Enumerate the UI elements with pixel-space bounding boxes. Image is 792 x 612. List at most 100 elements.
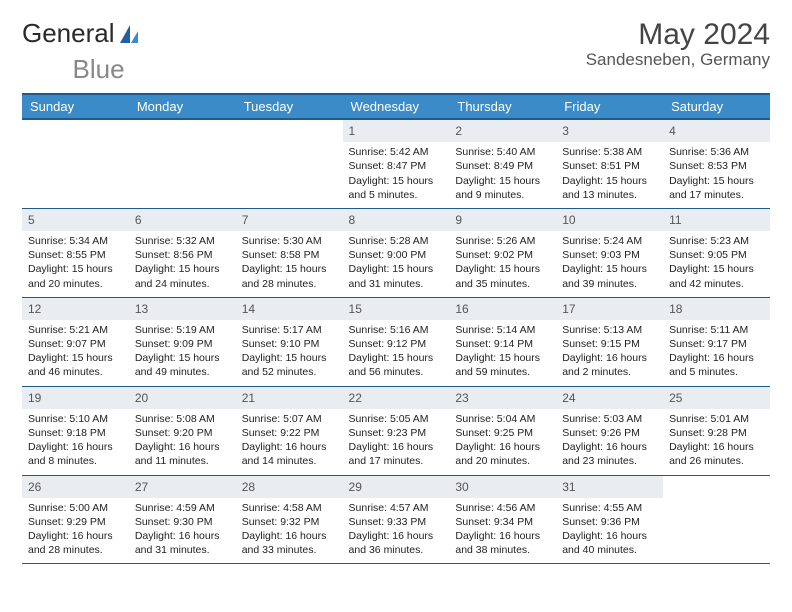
day-body: Sunrise: 5:19 AMSunset: 9:09 PMDaylight:… — [129, 320, 236, 386]
sunset-line: Sunset: 9:25 PM — [455, 426, 550, 440]
calendar-cell: 9Sunrise: 5:26 AMSunset: 9:02 PMDaylight… — [449, 208, 556, 297]
sunset-line: Sunset: 9:05 PM — [669, 248, 764, 262]
day-number: 16 — [449, 298, 556, 320]
location-label: Sandesneben, Germany — [586, 50, 770, 70]
day-body: Sunrise: 5:16 AMSunset: 9:12 PMDaylight:… — [343, 320, 450, 386]
calendar-cell: 21Sunrise: 5:07 AMSunset: 9:22 PMDayligh… — [236, 386, 343, 475]
calendar-cell: 23Sunrise: 5:04 AMSunset: 9:25 PMDayligh… — [449, 386, 556, 475]
sunrise-line: Sunrise: 5:34 AM — [28, 234, 123, 248]
day-body: Sunrise: 5:42 AMSunset: 8:47 PMDaylight:… — [343, 142, 450, 208]
sunrise-line: Sunrise: 5:17 AM — [242, 323, 337, 337]
day-number: 7 — [236, 209, 343, 231]
calendar-cell — [22, 119, 129, 208]
day-number: 6 — [129, 209, 236, 231]
sunrise-line: Sunrise: 5:23 AM — [669, 234, 764, 248]
day-number: 26 — [22, 476, 129, 498]
sunset-line: Sunset: 8:47 PM — [349, 159, 444, 173]
day-number: 10 — [556, 209, 663, 231]
day-body: Sunrise: 5:10 AMSunset: 9:18 PMDaylight:… — [22, 409, 129, 475]
sunrise-line: Sunrise: 4:58 AM — [242, 501, 337, 515]
calendar-cell: 13Sunrise: 5:19 AMSunset: 9:09 PMDayligh… — [129, 297, 236, 386]
sunset-line: Sunset: 9:17 PM — [669, 337, 764, 351]
sunrise-line: Sunrise: 5:03 AM — [562, 412, 657, 426]
calendar-week-row: 26Sunrise: 5:00 AMSunset: 9:29 PMDayligh… — [22, 475, 770, 564]
daylight-line: Daylight: 15 hours and 24 minutes. — [135, 262, 230, 290]
sunrise-line: Sunrise: 5:28 AM — [349, 234, 444, 248]
daylight-line: Daylight: 16 hours and 31 minutes. — [135, 529, 230, 557]
day-body: Sunrise: 5:17 AMSunset: 9:10 PMDaylight:… — [236, 320, 343, 386]
day-body: Sunrise: 5:13 AMSunset: 9:15 PMDaylight:… — [556, 320, 663, 386]
day-body: Sunrise: 5:36 AMSunset: 8:53 PMDaylight:… — [663, 142, 770, 208]
day-number: 23 — [449, 387, 556, 409]
day-number: 15 — [343, 298, 450, 320]
sunset-line: Sunset: 9:20 PM — [135, 426, 230, 440]
day-number: 11 — [663, 209, 770, 231]
sunset-line: Sunset: 9:23 PM — [349, 426, 444, 440]
sunrise-line: Sunrise: 5:04 AM — [455, 412, 550, 426]
sunset-line: Sunset: 8:53 PM — [669, 159, 764, 173]
sunset-line: Sunset: 8:55 PM — [28, 248, 123, 262]
daylight-line: Daylight: 16 hours and 33 minutes. — [242, 529, 337, 557]
daylight-line: Daylight: 16 hours and 28 minutes. — [28, 529, 123, 557]
day-number: 25 — [663, 387, 770, 409]
calendar-cell: 24Sunrise: 5:03 AMSunset: 9:26 PMDayligh… — [556, 386, 663, 475]
day-body: Sunrise: 5:00 AMSunset: 9:29 PMDaylight:… — [22, 498, 129, 564]
sunrise-line: Sunrise: 4:55 AM — [562, 501, 657, 515]
sunrise-line: Sunrise: 5:21 AM — [28, 323, 123, 337]
daylight-line: Daylight: 16 hours and 36 minutes. — [349, 529, 444, 557]
sunrise-line: Sunrise: 5:19 AM — [135, 323, 230, 337]
sunset-line: Sunset: 9:36 PM — [562, 515, 657, 529]
day-body: Sunrise: 5:21 AMSunset: 9:07 PMDaylight:… — [22, 320, 129, 386]
day-header: Saturday — [663, 94, 770, 119]
calendar-cell: 16Sunrise: 5:14 AMSunset: 9:14 PMDayligh… — [449, 297, 556, 386]
day-number: 21 — [236, 387, 343, 409]
calendar-cell: 26Sunrise: 5:00 AMSunset: 9:29 PMDayligh… — [22, 475, 129, 564]
sunrise-line: Sunrise: 4:56 AM — [455, 501, 550, 515]
calendar-cell: 3Sunrise: 5:38 AMSunset: 8:51 PMDaylight… — [556, 119, 663, 208]
day-number: 5 — [22, 209, 129, 231]
sunset-line: Sunset: 9:10 PM — [242, 337, 337, 351]
daylight-line: Daylight: 16 hours and 14 minutes. — [242, 440, 337, 468]
sunset-line: Sunset: 9:22 PM — [242, 426, 337, 440]
day-body: Sunrise: 5:14 AMSunset: 9:14 PMDaylight:… — [449, 320, 556, 386]
day-header: Friday — [556, 94, 663, 119]
day-body: Sunrise: 5:11 AMSunset: 9:17 PMDaylight:… — [663, 320, 770, 386]
sunset-line: Sunset: 9:03 PM — [562, 248, 657, 262]
day-body: Sunrise: 5:34 AMSunset: 8:55 PMDaylight:… — [22, 231, 129, 297]
sunrise-line: Sunrise: 5:30 AM — [242, 234, 337, 248]
daylight-line: Daylight: 15 hours and 42 minutes. — [669, 262, 764, 290]
day-number: 17 — [556, 298, 663, 320]
brand-logo: General — [22, 18, 142, 49]
sunset-line: Sunset: 9:14 PM — [455, 337, 550, 351]
day-number: 13 — [129, 298, 236, 320]
daylight-line: Daylight: 15 hours and 31 minutes. — [349, 262, 444, 290]
sunset-line: Sunset: 9:15 PM — [562, 337, 657, 351]
daylight-line: Daylight: 16 hours and 5 minutes. — [669, 351, 764, 379]
sunset-line: Sunset: 9:33 PM — [349, 515, 444, 529]
day-number: 2 — [449, 120, 556, 142]
calendar-body: 1Sunrise: 5:42 AMSunset: 8:47 PMDaylight… — [22, 119, 770, 564]
calendar-table: SundayMondayTuesdayWednesdayThursdayFrid… — [22, 93, 770, 564]
day-body: Sunrise: 5:05 AMSunset: 9:23 PMDaylight:… — [343, 409, 450, 475]
sunrise-line: Sunrise: 4:59 AM — [135, 501, 230, 515]
daylight-line: Daylight: 16 hours and 2 minutes. — [562, 351, 657, 379]
sunrise-line: Sunrise: 5:26 AM — [455, 234, 550, 248]
daylight-line: Daylight: 16 hours and 38 minutes. — [455, 529, 550, 557]
sunset-line: Sunset: 9:18 PM — [28, 426, 123, 440]
day-body: Sunrise: 5:30 AMSunset: 8:58 PMDaylight:… — [236, 231, 343, 297]
sunrise-line: Sunrise: 5:14 AM — [455, 323, 550, 337]
calendar-cell: 4Sunrise: 5:36 AMSunset: 8:53 PMDaylight… — [663, 119, 770, 208]
sunset-line: Sunset: 8:49 PM — [455, 159, 550, 173]
daylight-line: Daylight: 15 hours and 5 minutes. — [349, 174, 444, 202]
calendar-cell: 29Sunrise: 4:57 AMSunset: 9:33 PMDayligh… — [343, 475, 450, 564]
day-body: Sunrise: 5:28 AMSunset: 9:00 PMDaylight:… — [343, 231, 450, 297]
sail-icon — [118, 23, 140, 45]
day-body: Sunrise: 4:59 AMSunset: 9:30 PMDaylight:… — [129, 498, 236, 564]
day-number: 31 — [556, 476, 663, 498]
daylight-line: Daylight: 15 hours and 52 minutes. — [242, 351, 337, 379]
calendar-cell: 25Sunrise: 5:01 AMSunset: 9:28 PMDayligh… — [663, 386, 770, 475]
sunset-line: Sunset: 9:26 PM — [562, 426, 657, 440]
sunset-line: Sunset: 9:12 PM — [349, 337, 444, 351]
calendar-cell: 31Sunrise: 4:55 AMSunset: 9:36 PMDayligh… — [556, 475, 663, 564]
daylight-line: Daylight: 16 hours and 17 minutes. — [349, 440, 444, 468]
